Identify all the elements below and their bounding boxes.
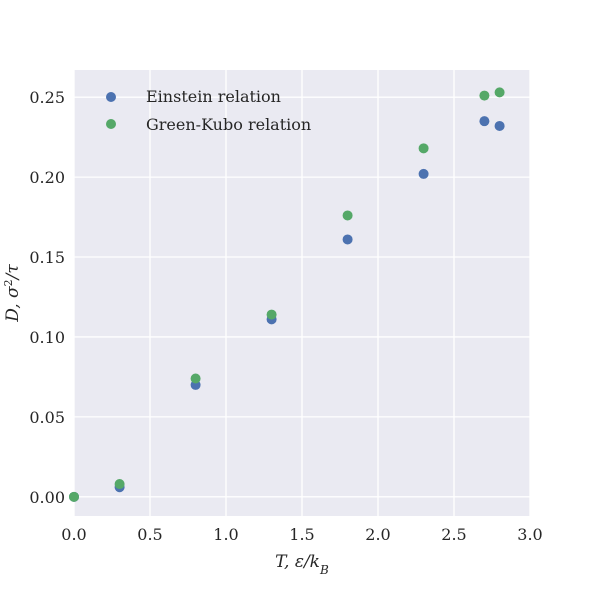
data-points: [69, 87, 505, 502]
point-green-kubo-relation: [479, 90, 490, 101]
x-tick-label: 1.5: [289, 525, 314, 544]
svg-text:T, ε/kB: T, ε/kB: [275, 552, 329, 577]
legend: Einstein relation Green-Kubo relation: [106, 87, 311, 134]
y-tick-label: 0.20: [29, 168, 65, 187]
point-einstein-relation: [494, 120, 505, 131]
point-green-kubo-relation: [69, 491, 79, 502]
legend-label-einstein: Einstein relation: [146, 87, 281, 106]
point-green-kubo-relation: [114, 479, 125, 490]
svg-text:D, σ2/τ: D, σ2/τ: [2, 264, 24, 323]
x-tick-label: 1.0: [213, 525, 238, 544]
legend-label-green-kubo: Green-Kubo relation: [146, 115, 311, 134]
x-tick-label: 0.5: [137, 525, 162, 544]
y-tick-label: 0.00: [29, 488, 65, 507]
point-green-kubo-relation: [190, 373, 201, 384]
grid-lines: [73, 70, 531, 516]
point-green-kubo-relation: [418, 143, 429, 154]
x-tick-label: 0.0: [61, 525, 86, 544]
x-tick-label: 2.0: [365, 525, 390, 544]
legend-marker-green-kubo: [106, 119, 116, 129]
x-tick-labels: 0.0 0.5 1.0 1.5 2.0 2.5 3.0: [61, 525, 542, 544]
y-axis-label: D, σ2/τ: [2, 264, 24, 323]
x-tick-label: 3.0: [517, 525, 542, 544]
point-green-kubo-relation: [494, 87, 505, 98]
x-tick-label: 2.5: [441, 525, 466, 544]
point-einstein-relation: [418, 168, 429, 179]
legend-marker-einstein: [106, 92, 116, 102]
y-tick-label: 0.15: [29, 248, 65, 267]
y-tick-label: 0.10: [29, 328, 65, 347]
y-tick-label: 0.05: [29, 408, 65, 427]
point-green-kubo-relation: [266, 309, 277, 320]
y-tick-labels: 0.00 0.05 0.10 0.15 0.20 0.25: [29, 88, 65, 507]
point-einstein-relation: [479, 116, 490, 127]
y-tick-label: 0.25: [29, 88, 65, 107]
point-einstein-relation: [342, 234, 353, 245]
x-axis-label: T, ε/kB: [275, 552, 329, 577]
point-green-kubo-relation: [342, 210, 353, 221]
